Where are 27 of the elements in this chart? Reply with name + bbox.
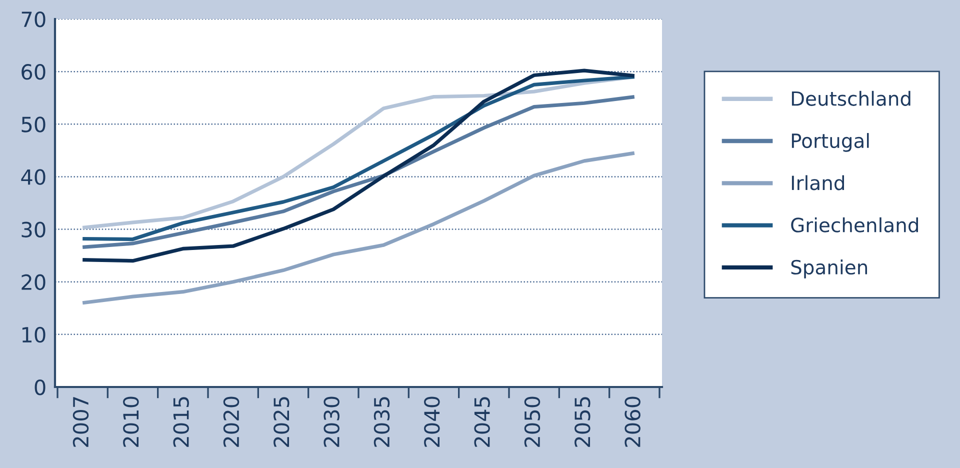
legend-label: Portugal (792, 133, 869, 152)
x-tick-label: 2040 (424, 396, 440, 447)
x-tick-label: 2035 (374, 397, 390, 447)
y-tick-label: 60 (22, 64, 46, 80)
line-series (80, 95, 636, 249)
x-tick-label: 2015 (173, 397, 189, 447)
y-tick-label: 50 (22, 116, 46, 132)
x-tick-label: 2060 (624, 396, 640, 447)
legend-label: Griechenland (791, 217, 918, 232)
y-tick-label: 30 (22, 222, 46, 238)
y-tick-label: 20 (22, 274, 46, 290)
x-tick-label: 2020 (223, 396, 240, 447)
y-tick-label: 70 (22, 11, 46, 28)
y-tick-label: 40 (21, 169, 46, 185)
x-tick-label: 2050 (524, 396, 540, 447)
x-tick-label: 2030 (324, 396, 340, 447)
legend-label: Irland (792, 175, 844, 190)
y-tick-label: 10 (22, 326, 46, 343)
x-tick-label: 2045 (474, 397, 490, 447)
line-series (80, 151, 636, 305)
x-tick-label: 2007 (72, 397, 89, 447)
y-tick-label: 0 (34, 379, 46, 396)
legend-label: Deutschland (792, 90, 910, 106)
x-tick-label: 2055 (574, 397, 590, 447)
x-tick-label: 2025 (274, 397, 290, 447)
legend-label: Spanien (791, 259, 868, 278)
x-tick-label: 2010 (123, 396, 139, 447)
